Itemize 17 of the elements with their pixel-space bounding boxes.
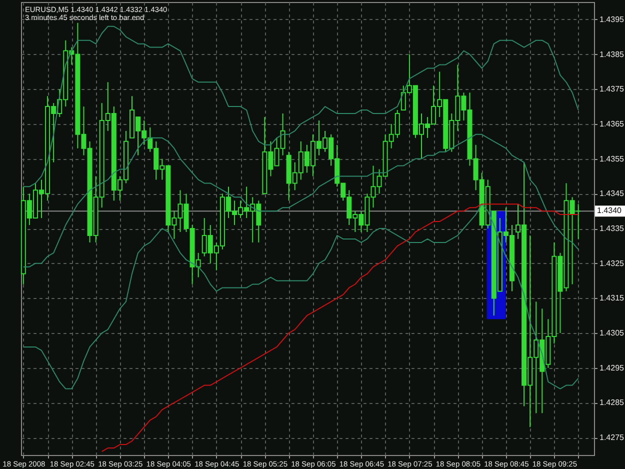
y-tick-label: 1.4305 — [600, 328, 625, 338]
y-tick-label: 1.4295 — [600, 363, 625, 372]
y-tick-label: 1.4385 — [600, 50, 625, 59]
y-tick-label: 1.4275 — [600, 433, 625, 442]
y-tick-label: 1.4335 — [600, 224, 625, 233]
y-tick-label: 1.4315 — [600, 294, 625, 303]
y-tick-label: 1.4395 — [600, 14, 625, 24]
ref-line-label: 1.4340 — [597, 206, 622, 216]
line-series — [22, 26, 579, 188]
y-tick-label: 1.4365 — [600, 119, 625, 128]
y-tick-label: 1.4345 — [600, 189, 625, 198]
line-series — [22, 204, 579, 390]
y-tick-label: 1.4355 — [600, 154, 625, 164]
y-tick-label: 1.4325 — [600, 258, 625, 268]
y-tick-label: 1.4285 — [600, 398, 625, 408]
line-series — [22, 134, 579, 268]
y-tick-label: 1.4375 — [600, 84, 625, 94]
